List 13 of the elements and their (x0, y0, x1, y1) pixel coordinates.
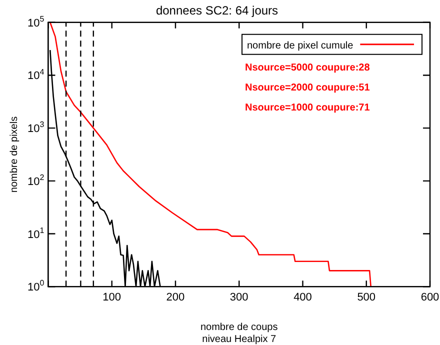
x-tick-label: 500 (357, 292, 376, 304)
y-axis-title: nombre de pixels (8, 116, 20, 193)
text: nombre de pixel cumule (247, 40, 354, 52)
x-tick-label: 400 (294, 292, 312, 304)
x-tick-label: 600 (420, 292, 440, 304)
x-tick-label: 100 (102, 292, 122, 304)
x-tick-label: 200 (166, 292, 185, 304)
x-axis-title: nombre de coups niveau Healpix 7 (200, 322, 278, 345)
chart-title: donnees SC2: 64 jours (156, 4, 278, 18)
annotation: Nsource=5000 coupure:28 (245, 62, 370, 74)
x-tick-label: 300 (230, 292, 248, 304)
annotation: Nsource=1000 coupure:71 (245, 102, 370, 114)
annotation: Nsource=2000 coupure:51 (245, 82, 370, 94)
